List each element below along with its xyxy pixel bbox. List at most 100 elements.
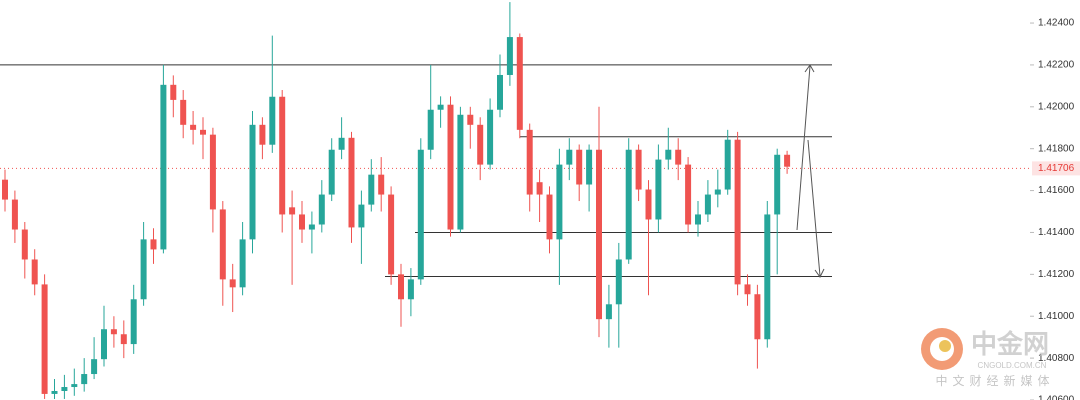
candle-body (259, 124, 266, 145)
candle-body (596, 149, 602, 320)
candle-body (219, 209, 226, 280)
watermark-domain: CNGOLD.COM.CN (978, 361, 1047, 370)
candle-body (358, 204, 365, 228)
candle-body (398, 274, 404, 300)
candle-body (754, 294, 761, 340)
candle-body (348, 137, 355, 228)
candle-body (140, 239, 147, 300)
candle-body (655, 159, 662, 220)
y-tick-label: 1.42000 (1038, 101, 1075, 112)
candle-body (675, 149, 682, 165)
y-tick-label: 1.41200 (1038, 269, 1075, 280)
candle-body (467, 114, 474, 125)
candle-body (427, 109, 434, 150)
y-tick-label: 1.41600 (1038, 185, 1075, 196)
arrow-head (814, 268, 825, 278)
candle-body (734, 139, 741, 285)
candle-body (2, 179, 8, 200)
watermark: 中金网 CNGOLD.COM.CN 中文财经新媒体 (921, 328, 1054, 388)
candle-body (239, 239, 246, 288)
candle-body (685, 164, 692, 225)
candle-body (417, 149, 424, 280)
y-tick-label: 1.40600 (1038, 395, 1075, 400)
candle-body (368, 174, 375, 205)
last-price-box (1032, 161, 1080, 176)
candle-body (724, 139, 731, 190)
candle-body (487, 109, 494, 165)
candle-body (536, 182, 543, 195)
y-tick-label: 1.42200 (1038, 60, 1075, 71)
candle-body (318, 194, 325, 225)
candle-body (81, 374, 88, 385)
candle-body (249, 124, 256, 240)
candle-body (625, 149, 632, 260)
candle-body (21, 229, 28, 260)
candle-body (516, 37, 523, 130)
candle-body (437, 104, 444, 110)
candle-body (200, 129, 206, 135)
candle-body (635, 149, 642, 190)
candle-body (289, 207, 296, 215)
candle-body (457, 114, 464, 230)
candle-body (704, 194, 711, 215)
arrow-down (807, 139, 821, 277)
candle-body (338, 137, 345, 150)
y-tick-label: 1.40800 (1038, 353, 1075, 364)
candle-body (41, 284, 48, 394)
watermark-name: 中金网 (971, 329, 1049, 359)
candle-body (714, 189, 721, 195)
candle-body (506, 37, 513, 75)
candle-body (120, 334, 127, 345)
candle-body (764, 214, 771, 340)
candle-body (665, 149, 672, 160)
candle-body (407, 279, 414, 300)
candle-body (308, 224, 315, 230)
candle-body (229, 279, 236, 288)
y-tick-label: 1.41800 (1038, 143, 1075, 154)
arrow-up (796, 65, 811, 231)
candle-body (388, 194, 395, 275)
candle-body (190, 124, 197, 130)
candle-body (447, 104, 454, 230)
arrows (796, 64, 825, 278)
y-tick-label: 1.41400 (1038, 227, 1075, 238)
candle-body (51, 390, 58, 394)
candle-body (615, 259, 622, 305)
candle-body (299, 214, 305, 230)
candle-body (526, 129, 533, 195)
candle-body (497, 74, 503, 110)
candle-body (110, 329, 117, 335)
last-price-label: 1.41706 (1038, 163, 1075, 174)
candle-body (209, 134, 216, 210)
candle-body (566, 149, 573, 165)
candle-body (71, 384, 78, 388)
candle-body (11, 199, 18, 230)
candle-body (586, 149, 593, 185)
y-tick-label: 1.41000 (1038, 311, 1075, 322)
candle-body (150, 239, 157, 250)
candle-body (101, 329, 107, 360)
candle-body (269, 96, 276, 145)
candle-body (279, 96, 286, 215)
candle-body (744, 284, 751, 295)
candle-body (576, 149, 583, 185)
candle-body (328, 149, 335, 195)
candle-body (160, 84, 167, 250)
candle-body (784, 154, 791, 167)
candle-body (695, 214, 701, 225)
y-tick-label: 1.42400 (1038, 18, 1075, 29)
candle-body (130, 299, 137, 345)
candle-body (556, 164, 563, 240)
candle-body (61, 387, 68, 391)
watermark-slogan: 中文财经新媒体 (935, 373, 1054, 388)
arrow-head (804, 64, 815, 73)
candle-body (170, 84, 177, 100)
candle-body (91, 359, 98, 375)
candle-body (605, 304, 612, 320)
candle-body (546, 194, 553, 240)
candle-body (774, 154, 781, 215)
candle-body (477, 124, 484, 165)
